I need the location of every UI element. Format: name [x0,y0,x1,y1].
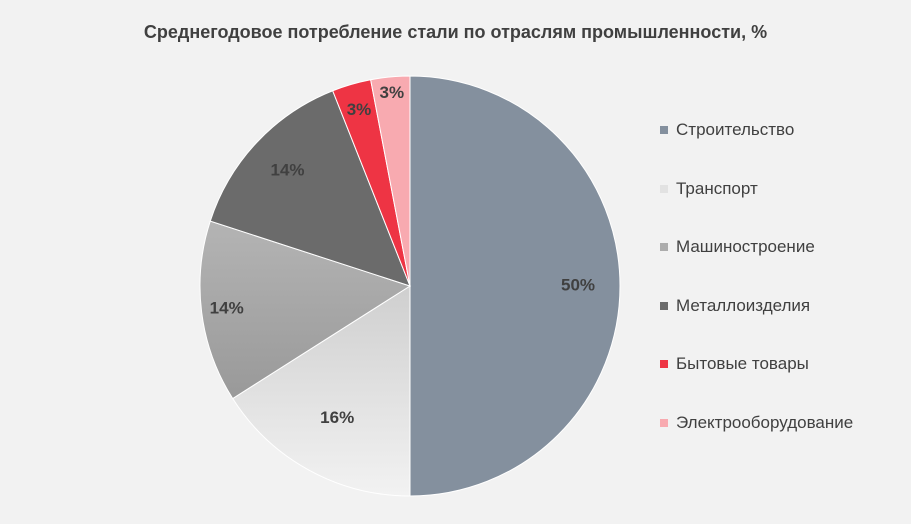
legend-label: Металлоизделия [676,295,811,315]
pie-slice-машиностроение [199,220,412,400]
legend-item-металлоизделия: Металлоизделия [660,294,853,318]
legend-item-транспорт: Транспорт [660,177,853,201]
legend-swatch [660,126,668,134]
legend-item-электрооборудование: Электрооборудование [660,411,853,435]
legend: Строительство Транспорт Машиностроение Мета… [660,118,853,470]
legend-label: Транспорт [676,178,758,198]
legend-swatch [660,184,668,193]
legend-item-машиностроение: Машиностроение [660,235,853,259]
legend-swatch [660,301,668,310]
legend-label: Машиностроение [676,237,815,257]
slice-label-бытовые-товары: 3% [347,100,372,119]
pie-slice-электрооборудование [370,75,411,287]
slice-label-машиностроение: 14% [210,299,244,318]
legend-item-строительство: Строительство [660,118,853,142]
chart-title: Среднегодовое потребление стали по отрас… [143,22,768,42]
slice-label-электрооборудование: 3% [380,83,405,102]
legend-swatch [660,243,668,252]
legend-label: Строительство [676,120,795,139]
slice-label-строительство: 50% [561,275,595,294]
legend-swatch [660,418,668,427]
legend-label: Электрооборудование [676,412,854,432]
slice-label-транспорт: 16% [320,408,354,427]
slice-label-металлоизделия: 14% [270,160,304,179]
legend-item-бытовые-товары: Бытовые товары [660,352,853,376]
pie-slice-строительство [409,75,621,497]
legend-label: Бытовые товары [676,354,809,374]
legend-swatch [660,360,668,369]
pie-slice-транспорт [231,285,411,497]
pie-slice-металлоизделия [209,90,411,287]
